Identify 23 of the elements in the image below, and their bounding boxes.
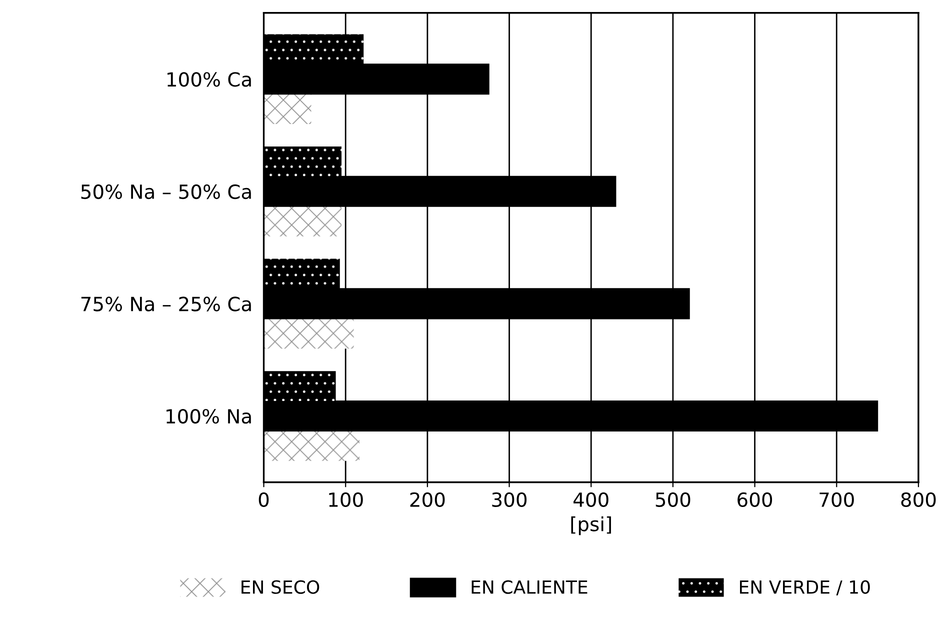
bar	[264, 94, 312, 124]
x-tick-label: 300	[492, 492, 527, 508]
y-tick-label: 100% Na	[166, 408, 251, 424]
x-tick-label: 800	[901, 492, 936, 508]
y-tick-label: 75% Na – 25% Ca	[81, 296, 251, 312]
bar	[264, 258, 340, 289]
bar	[264, 371, 336, 402]
bar	[264, 34, 364, 64]
x-tick-label: 500	[656, 492, 690, 508]
legend-label: EN SECO	[242, 580, 320, 594]
x-tick-label: 600	[738, 492, 772, 508]
bar	[264, 430, 360, 461]
legend-label: EN CALIENTE	[472, 580, 588, 594]
y-tick-label: 100% Ca	[168, 72, 251, 87]
x-tick-label: 200	[410, 492, 445, 508]
y-tick-label: 50% Na – 50% Ca	[81, 184, 251, 200]
x-tick-label: 700	[820, 492, 854, 508]
x-axis-title: [psi]	[571, 516, 611, 536]
legend-label: EN VERDE / 10	[740, 580, 870, 596]
x-tick-label: 0	[258, 492, 269, 508]
x-tick-label: 100	[329, 492, 363, 508]
x-tick-label: 400	[574, 492, 608, 508]
bar	[264, 318, 354, 349]
